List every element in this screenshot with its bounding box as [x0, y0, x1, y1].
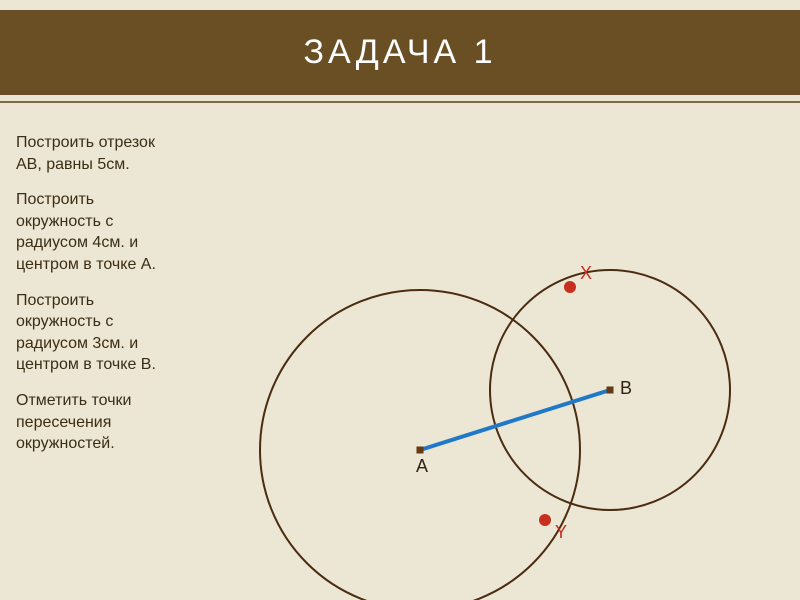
label-x: X — [580, 263, 592, 283]
center-point-A — [417, 447, 424, 454]
label-a: A — [416, 456, 428, 476]
title-gap — [0, 0, 800, 10]
center-point-B — [607, 387, 614, 394]
intersection-point-Y — [539, 514, 551, 526]
geometry-diagram: A B X Y — [190, 120, 800, 600]
label-y: Y — [555, 522, 567, 542]
problem-p2: Построить окружность с радиусом 4см. и ц… — [16, 189, 182, 275]
problem-p1: Построить отрезок АВ, равны 5см. — [16, 132, 182, 175]
problem-p4: Отметить точки пересечения окружностей. — [16, 390, 182, 455]
intersection-point-X — [564, 281, 576, 293]
problem-text: Построить отрезок АВ, равны 5см. Построи… — [0, 120, 190, 600]
circle-A — [260, 290, 580, 600]
label-b: B — [620, 378, 632, 398]
problem-p3: Построить окружность с радиусом 3см. и ц… — [16, 290, 182, 376]
segment-ab — [420, 390, 610, 450]
content-area: Построить отрезок АВ, равны 5см. Построи… — [0, 120, 800, 600]
slide: ЗАДАЧА 1 Построить отрезок АВ, равны 5см… — [0, 0, 800, 600]
diagram-area: A B X Y — [190, 120, 800, 600]
title-bar: ЗАДАЧА 1 — [0, 0, 800, 110]
slide-title: ЗАДАЧА 1 — [303, 33, 496, 72]
title-band: ЗАДАЧА 1 — [0, 10, 800, 95]
title-rule — [0, 101, 800, 103]
